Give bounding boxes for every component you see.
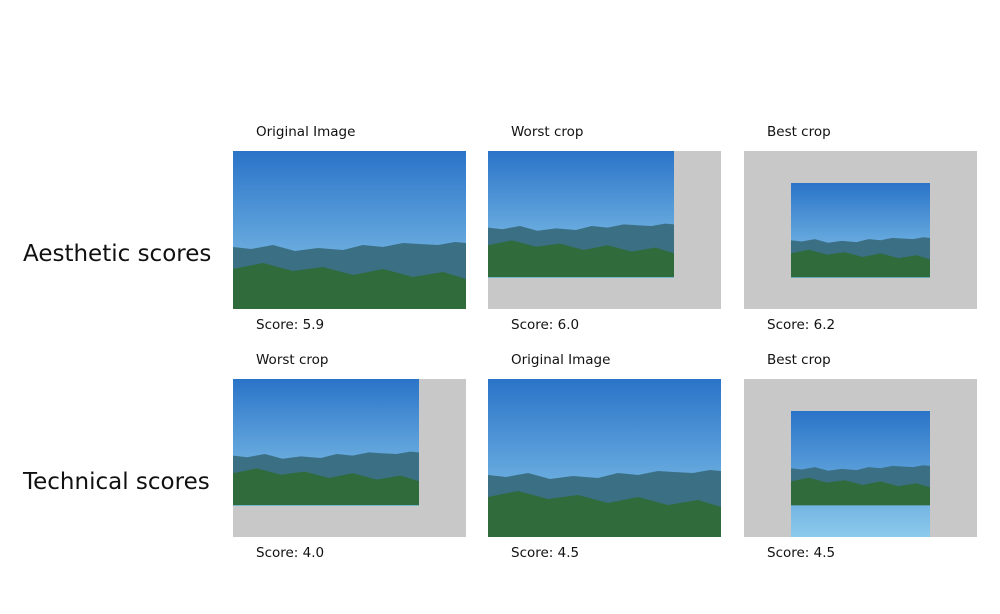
image-frame (744, 379, 977, 537)
row-label-aesthetic: Aesthetic scores (23, 241, 212, 267)
image-frame (744, 151, 977, 309)
cell-title: Original Image (511, 352, 611, 368)
cell-title: Worst crop (511, 124, 584, 140)
image-frame (488, 151, 721, 309)
cell-score: Score: 5.9 (256, 317, 325, 333)
row-label-technical: Technical scores (23, 469, 210, 495)
cell-title: Worst crop (256, 352, 329, 368)
cell-score: Score: 4.0 (256, 545, 325, 561)
landscape-image (233, 151, 466, 309)
cell-score: Score: 4.5 (511, 545, 580, 561)
image-frame (233, 151, 466, 309)
image-frame (233, 379, 466, 537)
cropped-image (233, 379, 419, 506)
cell-score: Score: 6.2 (767, 317, 836, 333)
cell-score: Score: 6.0 (511, 317, 580, 333)
image-frame (488, 379, 721, 537)
cell-title: Original Image (256, 124, 356, 140)
landscape-image (488, 379, 721, 537)
cropped-image (791, 183, 930, 278)
cell-title: Best crop (767, 352, 831, 368)
cropped-image (488, 151, 674, 278)
cropped-image (791, 411, 930, 537)
cell-title: Best crop (767, 124, 831, 140)
cell-score: Score: 4.5 (767, 545, 836, 561)
